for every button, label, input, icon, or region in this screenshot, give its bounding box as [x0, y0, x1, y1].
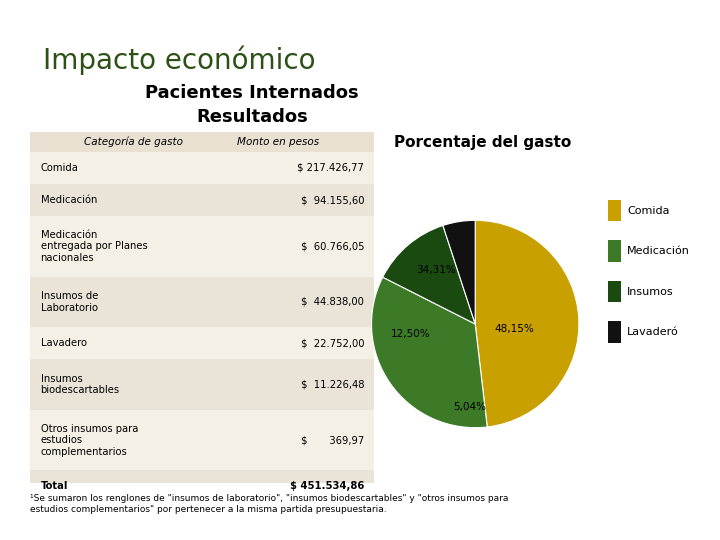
- FancyBboxPatch shape: [30, 470, 374, 503]
- Text: 34,31%: 34,31%: [416, 265, 456, 275]
- Text: Comida: Comida: [627, 206, 670, 215]
- Text: Comida: Comida: [40, 163, 78, 173]
- Text: Monto en pesos: Monto en pesos: [237, 137, 319, 147]
- Text: $ 451.534,86: $ 451.534,86: [289, 482, 364, 491]
- Text: Otros insumos para
estudios
complementarios: Otros insumos para estudios complementar…: [40, 423, 138, 457]
- Text: 12,50%: 12,50%: [391, 329, 431, 339]
- Text: Pacientes Internados: Pacientes Internados: [145, 84, 359, 102]
- Text: Lavaderó: Lavaderó: [627, 327, 679, 337]
- FancyBboxPatch shape: [30, 152, 374, 184]
- Text: Lavadero: Lavadero: [40, 338, 86, 348]
- FancyBboxPatch shape: [30, 360, 374, 410]
- Text: $       369,97: $ 369,97: [301, 435, 364, 445]
- Text: $  44.838,00: $ 44.838,00: [301, 297, 364, 307]
- FancyBboxPatch shape: [30, 276, 374, 327]
- Text: $  94.155,60: $ 94.155,60: [300, 195, 364, 205]
- Text: $  22.752,00: $ 22.752,00: [300, 338, 364, 348]
- Text: $  11.226,48: $ 11.226,48: [300, 380, 364, 390]
- FancyBboxPatch shape: [30, 410, 374, 470]
- Text: Medicación: Medicación: [627, 246, 690, 256]
- Text: $  60.766,05: $ 60.766,05: [300, 241, 364, 251]
- Text: $ 217.426,77: $ 217.426,77: [297, 163, 364, 173]
- Text: Categoría de gasto: Categoría de gasto: [84, 137, 183, 147]
- Text: Medicación
entregada por Planes
nacionales: Medicación entregada por Planes nacional…: [40, 230, 148, 263]
- Text: Medicación: Medicación: [40, 195, 97, 205]
- Text: 48,15%: 48,15%: [495, 324, 534, 334]
- FancyBboxPatch shape: [30, 132, 374, 152]
- Text: Insumos de
Laboratorio: Insumos de Laboratorio: [40, 291, 98, 313]
- Text: Porcentaje del gasto: Porcentaje del gasto: [394, 135, 571, 150]
- FancyBboxPatch shape: [30, 327, 374, 360]
- Text: Impacto económico: Impacto económico: [43, 46, 315, 76]
- Text: Resultados: Resultados: [196, 108, 308, 126]
- Text: 5,04%: 5,04%: [454, 402, 487, 412]
- Text: ¹Se sumaron los renglones de "insumos de laboratorio", "insumos biodescartables": ¹Se sumaron los renglones de "insumos de…: [30, 494, 508, 514]
- Wedge shape: [475, 220, 579, 427]
- FancyBboxPatch shape: [30, 184, 374, 216]
- Wedge shape: [443, 220, 475, 324]
- Wedge shape: [383, 226, 475, 324]
- Wedge shape: [372, 277, 487, 428]
- Text: Insumos: Insumos: [627, 287, 674, 296]
- Text: Insumos
biodescartables: Insumos biodescartables: [40, 374, 120, 395]
- Text: Total: Total: [40, 482, 68, 491]
- FancyBboxPatch shape: [30, 216, 374, 276]
